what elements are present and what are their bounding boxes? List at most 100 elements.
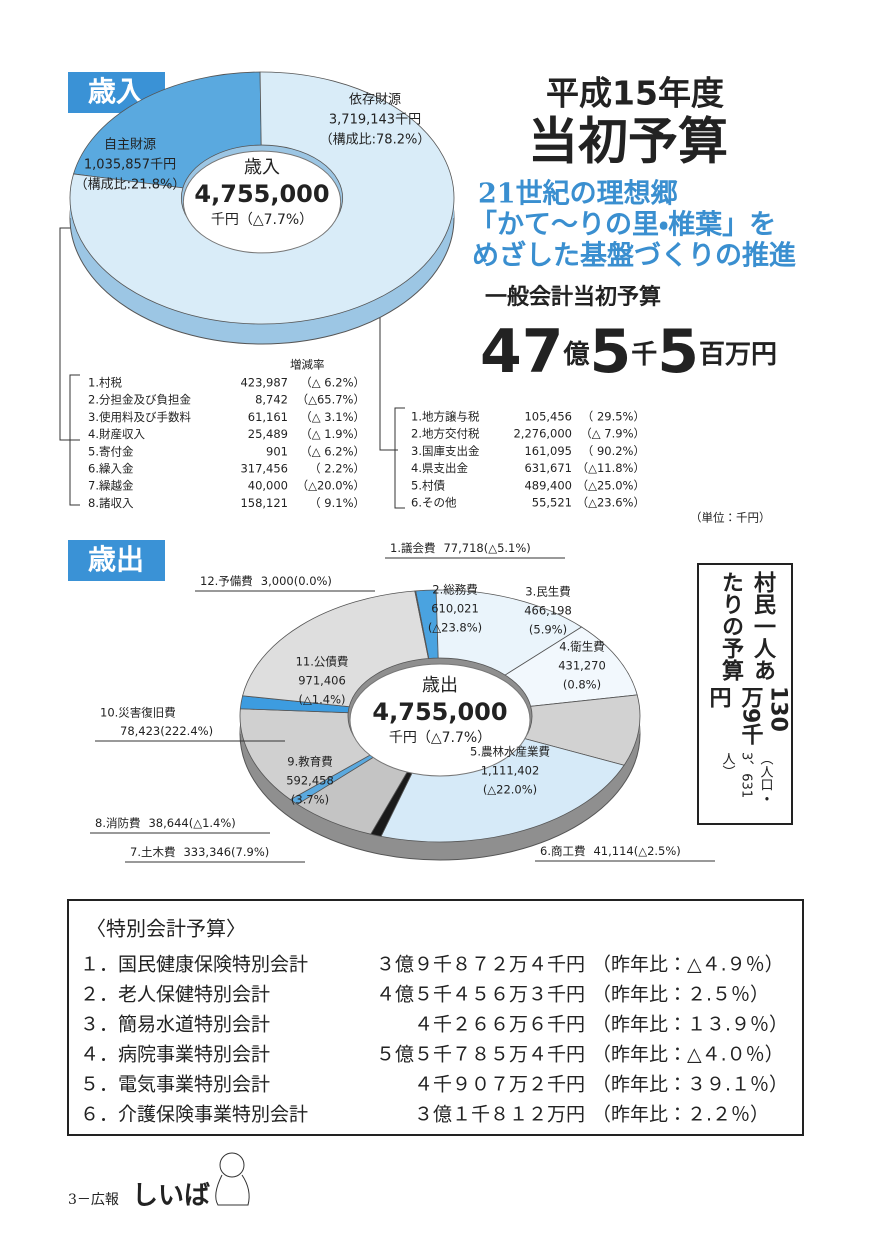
item-amount: 40,000 — [248, 479, 288, 493]
segment-label: 5.農林水産業費 — [470, 745, 550, 759]
segment-ratio: （構成比:78.2%） — [320, 133, 431, 148]
segment-amount: 592,458 — [286, 774, 334, 788]
segment-label: 3.民生費 — [525, 585, 570, 599]
account-name: ３．簡易水道特別会計 — [80, 1014, 270, 1036]
item-name: 5.村債 — [411, 478, 445, 492]
pie-hole — [349, 663, 531, 777]
segment-name: 依存財源 — [349, 93, 401, 108]
per-capita-note: （人口・3、631人） — [719, 752, 773, 805]
segment-rate: (△2.5%) — [634, 844, 681, 858]
item-rate: （ 9.1%） — [309, 496, 365, 510]
segment-amount: 333,346 — [183, 845, 231, 859]
account-change: （昨年比：△４.０％） — [592, 1044, 784, 1066]
account-amount: ４千９０７万２千円 — [414, 1074, 585, 1096]
account-change: （昨年比：３９.１％） — [592, 1074, 788, 1096]
segment-rate: (△1.4%) — [189, 816, 236, 830]
segment-label: 12.予備費 — [200, 574, 253, 588]
special-title: 〈特別会計予算〉 — [86, 917, 246, 941]
account-name: ５．電気事業特別会計 — [80, 1074, 270, 1096]
segment-rate: (△5.1%) — [484, 541, 531, 555]
account-name: ６．介護保険事業特別会計 — [80, 1104, 308, 1126]
segment-rate: (△22.0%) — [483, 783, 537, 797]
item-name: 2.分担金及び負担金 — [88, 393, 191, 407]
per-capita-amount: 130万9千円 — [705, 685, 791, 746]
title: 当初予算 — [528, 113, 728, 171]
expenditure-heading: 歳出 — [88, 543, 144, 576]
segment-text: 6.商工費 41,114(△2.5%) — [540, 844, 681, 858]
item-rate: （△20.0%） — [297, 479, 365, 493]
item-rate: （△ 6.2%） — [300, 444, 365, 458]
item-name: 3.国庫支出金 — [411, 444, 480, 458]
pie-wedge — [414, 590, 430, 659]
item-amount: 8,742 — [255, 393, 288, 407]
subtitle: めざした基盤づくりの推進 — [472, 240, 796, 272]
segment-amount: 41,114 — [593, 844, 633, 858]
item-name: 5.寄付金 — [88, 444, 134, 458]
amount-part: 5 — [590, 317, 632, 387]
amount-part: 億 — [563, 340, 590, 370]
segment-rate: (3.7%) — [291, 793, 329, 807]
amount-part: 5 — [657, 317, 699, 387]
item-amount: 25,489 — [248, 427, 288, 441]
pie-hole — [182, 150, 342, 254]
item-amount: 158,121 — [240, 496, 288, 510]
item-rate: （ 90.2%） — [582, 444, 645, 458]
account-name: ２．老人保健特別会計 — [80, 984, 270, 1006]
item-name: 2.地方交付税 — [411, 427, 480, 441]
account-change: （昨年比：１３.９％） — [592, 1014, 788, 1036]
center-label: 歳入 — [244, 157, 280, 178]
account-amount: ３億１千８１２万円 — [414, 1104, 585, 1126]
bracket — [69, 374, 80, 506]
segment-text: 1.議会費 77,718(△5.1%) — [390, 541, 531, 555]
segment-amount: 77,718 — [443, 541, 483, 555]
pie-wedge — [242, 590, 429, 708]
segment-label: 2.総務費 — [432, 583, 477, 597]
segment-rate: (△23.8%) — [428, 621, 482, 635]
subtitle: 「かて〜りの里・椎葉」を — [470, 209, 776, 241]
item-rate: （△25.0%） — [577, 478, 645, 492]
amount-part: 千 — [631, 340, 657, 370]
heading-box — [68, 540, 165, 581]
item-rate: （ 2.2%） — [309, 462, 365, 476]
center-unit: 千円（△7.7%） — [389, 730, 491, 746]
segment-amount: 38,644 — [148, 816, 188, 830]
item-name: 1.村税 — [88, 376, 122, 390]
item-name: 1.地方譲与税 — [411, 410, 480, 424]
item-name: 3.使用料及び手数料 — [88, 410, 191, 424]
segment-label: 8.消防費 — [95, 816, 140, 830]
year: 平成15年度 — [546, 74, 724, 113]
segment-text: 7.土木費 333,346(7.9%) — [130, 845, 269, 859]
account-amount: ４億５千４５６万３千円 — [376, 984, 585, 1006]
segment-label: 6.商工費 — [540, 844, 585, 858]
item-amount: 105,456 — [524, 410, 572, 424]
pie-wedge — [73, 71, 262, 189]
item-amount: 161,095 — [524, 444, 572, 458]
segment-amount: 971,406 — [298, 674, 346, 688]
segment-text: 8.消防費 38,644(△1.4%) — [95, 816, 236, 830]
account-change: （昨年比：△４.９％） — [592, 954, 784, 976]
item-name: 6.繰入金 — [88, 462, 134, 476]
segment-label: 10.災害復旧費 — [100, 706, 176, 720]
segment-label: 11.公債費 — [296, 655, 349, 669]
segment-label: 4.衛生費 — [559, 640, 604, 654]
segment-amount: 1,111,402 — [481, 764, 540, 778]
item-rate: （△65.7%） — [297, 393, 365, 407]
segment-rate: (5.9%) — [529, 623, 567, 637]
account-amount: ４千２６６万６千円 — [414, 1014, 585, 1036]
budget-amount: 47億5千5百万円 — [480, 317, 777, 387]
account-name: １．国民健康保険特別会計 — [80, 954, 308, 976]
item-rate: （△ 7.9%） — [580, 427, 645, 441]
segment-label: 7.土木費 — [130, 845, 175, 859]
segment-ratio: （構成比:21.8%） — [75, 178, 186, 193]
item-name: 4.財産収入 — [88, 427, 145, 441]
segment-amount: 3,000 — [261, 574, 294, 588]
segment-rate: (△1.4%) — [298, 693, 345, 707]
subtitle: 21世紀の理想郷 — [478, 178, 678, 210]
segment-rate: (0.8%) — [563, 678, 601, 692]
item-amount: 317,456 — [240, 462, 288, 476]
item-rate: （△11.8%） — [577, 461, 645, 475]
item-amount: 61,161 — [248, 410, 288, 424]
amount-part: 百万円 — [699, 340, 777, 370]
item-name: 8.諸収入 — [88, 496, 134, 510]
